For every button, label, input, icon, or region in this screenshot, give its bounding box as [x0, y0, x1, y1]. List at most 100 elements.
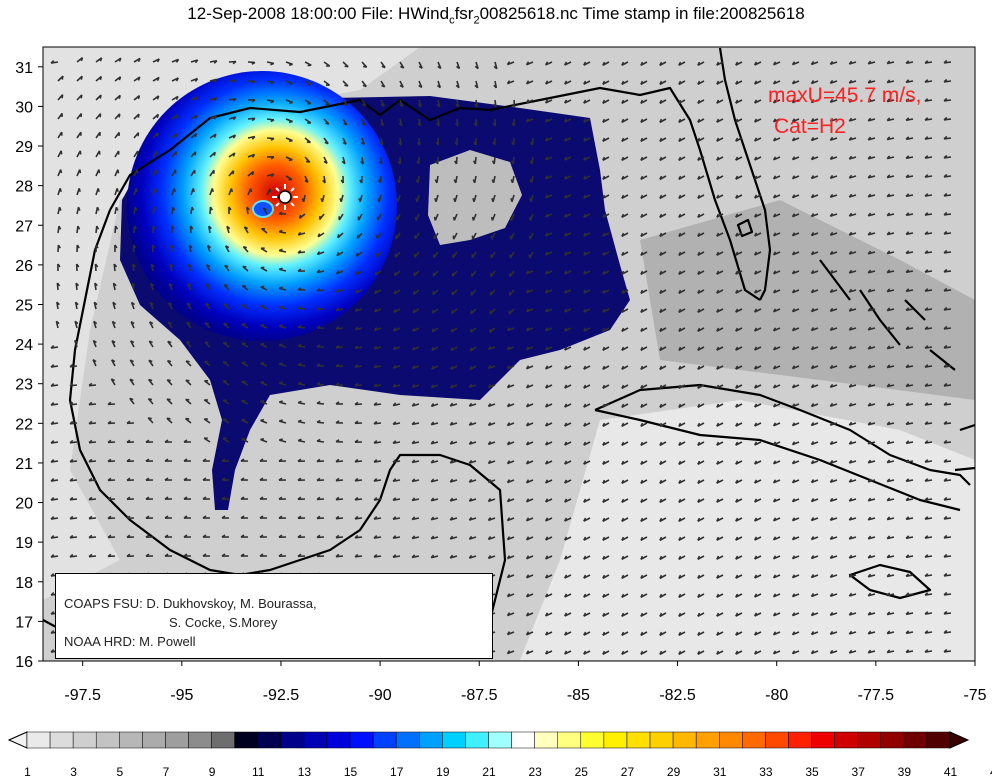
wind-vector-head [454, 122, 459, 127]
wind-vector-head [191, 206, 195, 211]
wind-vector-head [867, 364, 872, 369]
wind-vector-head [924, 212, 929, 216]
colorbar-label: 43 [990, 765, 992, 779]
colorbar-swatch [603, 731, 628, 749]
wind-vector-head [74, 339, 79, 344]
wind-vector-head [99, 94, 102, 99]
wind-vector-head [506, 536, 511, 541]
wind-vector-head [621, 650, 625, 655]
colorbar-swatch [511, 731, 535, 749]
wind-vector-head [924, 250, 929, 254]
wind-vector-head [166, 398, 171, 401]
wind-vector-head [943, 211, 948, 216]
colorbar-swatch [788, 731, 812, 749]
wind-vector-head [470, 291, 473, 296]
wind-vector-head [640, 517, 644, 522]
wind-vector-head [735, 517, 739, 522]
colorbar-swatch [834, 731, 858, 749]
wind-vector-head [716, 289, 720, 294]
wind-vector-head [810, 384, 815, 388]
wind-vector-head [735, 403, 739, 408]
wind-vector-head [373, 420, 378, 425]
wind-vector-head [848, 497, 853, 502]
wind-vector-head [810, 232, 815, 236]
wind-vector-head [392, 554, 397, 558]
wind-vector-head [126, 515, 131, 519]
wind-vector-head [943, 78, 948, 83]
colorbar-swatch [257, 731, 282, 749]
wind-vector-head [753, 213, 758, 218]
wind-vector-head [867, 535, 872, 540]
wind-vector-head [175, 96, 179, 100]
wind-vector-head [621, 574, 625, 579]
wind-vector-head [506, 384, 511, 389]
wind-vector-head [375, 253, 378, 258]
wind-vector-head [772, 517, 777, 522]
colorbar-swatch [326, 731, 351, 749]
wind-vector-head [354, 307, 359, 312]
wind-vector-head [753, 441, 758, 446]
wind-vector-head [88, 458, 93, 463]
wind-vector-head [943, 135, 948, 140]
wind-vector-head [564, 574, 568, 579]
wind-vector-head [450, 365, 454, 370]
wind-vector-head [791, 631, 796, 636]
wind-vector-head [297, 553, 302, 557]
wind-vector-head [490, 216, 494, 221]
wind-vector-head [50, 60, 55, 64]
wind-vector-head [564, 175, 568, 180]
wind-vector-head [564, 251, 568, 256]
wind-vector-head [829, 364, 834, 369]
wind-vector-head [432, 291, 435, 295]
wind-vector-head [867, 630, 872, 635]
wind-vector-head [867, 288, 872, 293]
wind-vector-head [678, 80, 682, 85]
wind-vector-head [156, 114, 160, 119]
wind-vector-head [943, 458, 948, 463]
wind-vector-head [583, 650, 587, 655]
wind-vector-head [810, 346, 815, 350]
wind-vector-head [943, 648, 948, 653]
wind-vector-head [810, 308, 815, 312]
wind-vector-head [411, 497, 416, 502]
wind-vector-head [183, 534, 188, 538]
wind-vector-head [678, 555, 682, 560]
wind-vector-head [697, 99, 701, 104]
wind-vector-head [716, 61, 720, 66]
wind-vector-head [564, 631, 568, 636]
wind-vector-head [848, 250, 853, 255]
wind-vector-head [640, 156, 644, 161]
wind-vector-head [506, 612, 511, 617]
wind-vector-head [753, 61, 758, 66]
wind-vector-head [297, 343, 302, 347]
wind-vector-head [905, 573, 910, 577]
wind-vector-head [411, 459, 416, 464]
wind-vector-head [905, 630, 910, 634]
lat-tick-label: 28 [15, 179, 33, 196]
wind-vector-head [118, 57, 122, 62]
wind-vector-head [583, 99, 587, 104]
wind-vector-head [697, 270, 701, 275]
wind-vector-head [659, 498, 663, 503]
colorbar-high-arrow [949, 731, 970, 749]
wind-vector-head [659, 251, 663, 256]
colorbar-swatch [557, 731, 582, 749]
wind-vector-head [621, 251, 625, 256]
wind-vector-head [360, 141, 365, 146]
wind-vector-head [943, 249, 948, 254]
wind-vector-head [493, 65, 498, 70]
wind-vector-head [228, 206, 232, 211]
wind-vector-head [118, 95, 121, 99]
wind-vector-head [791, 612, 796, 617]
wind-vector-head [491, 160, 495, 165]
lat-tick-label: 24 [15, 337, 33, 354]
wind-vector-head [145, 496, 150, 500]
wind-vector-head [221, 496, 226, 500]
wind-vector-head [886, 250, 891, 255]
colorbar-swatch [234, 731, 259, 749]
wind-vector-head [753, 156, 758, 161]
wind-vector-head [829, 383, 834, 388]
wind-vector-head [117, 169, 120, 174]
wind-vector-head [398, 122, 403, 127]
wind-vector-head [905, 60, 910, 64]
